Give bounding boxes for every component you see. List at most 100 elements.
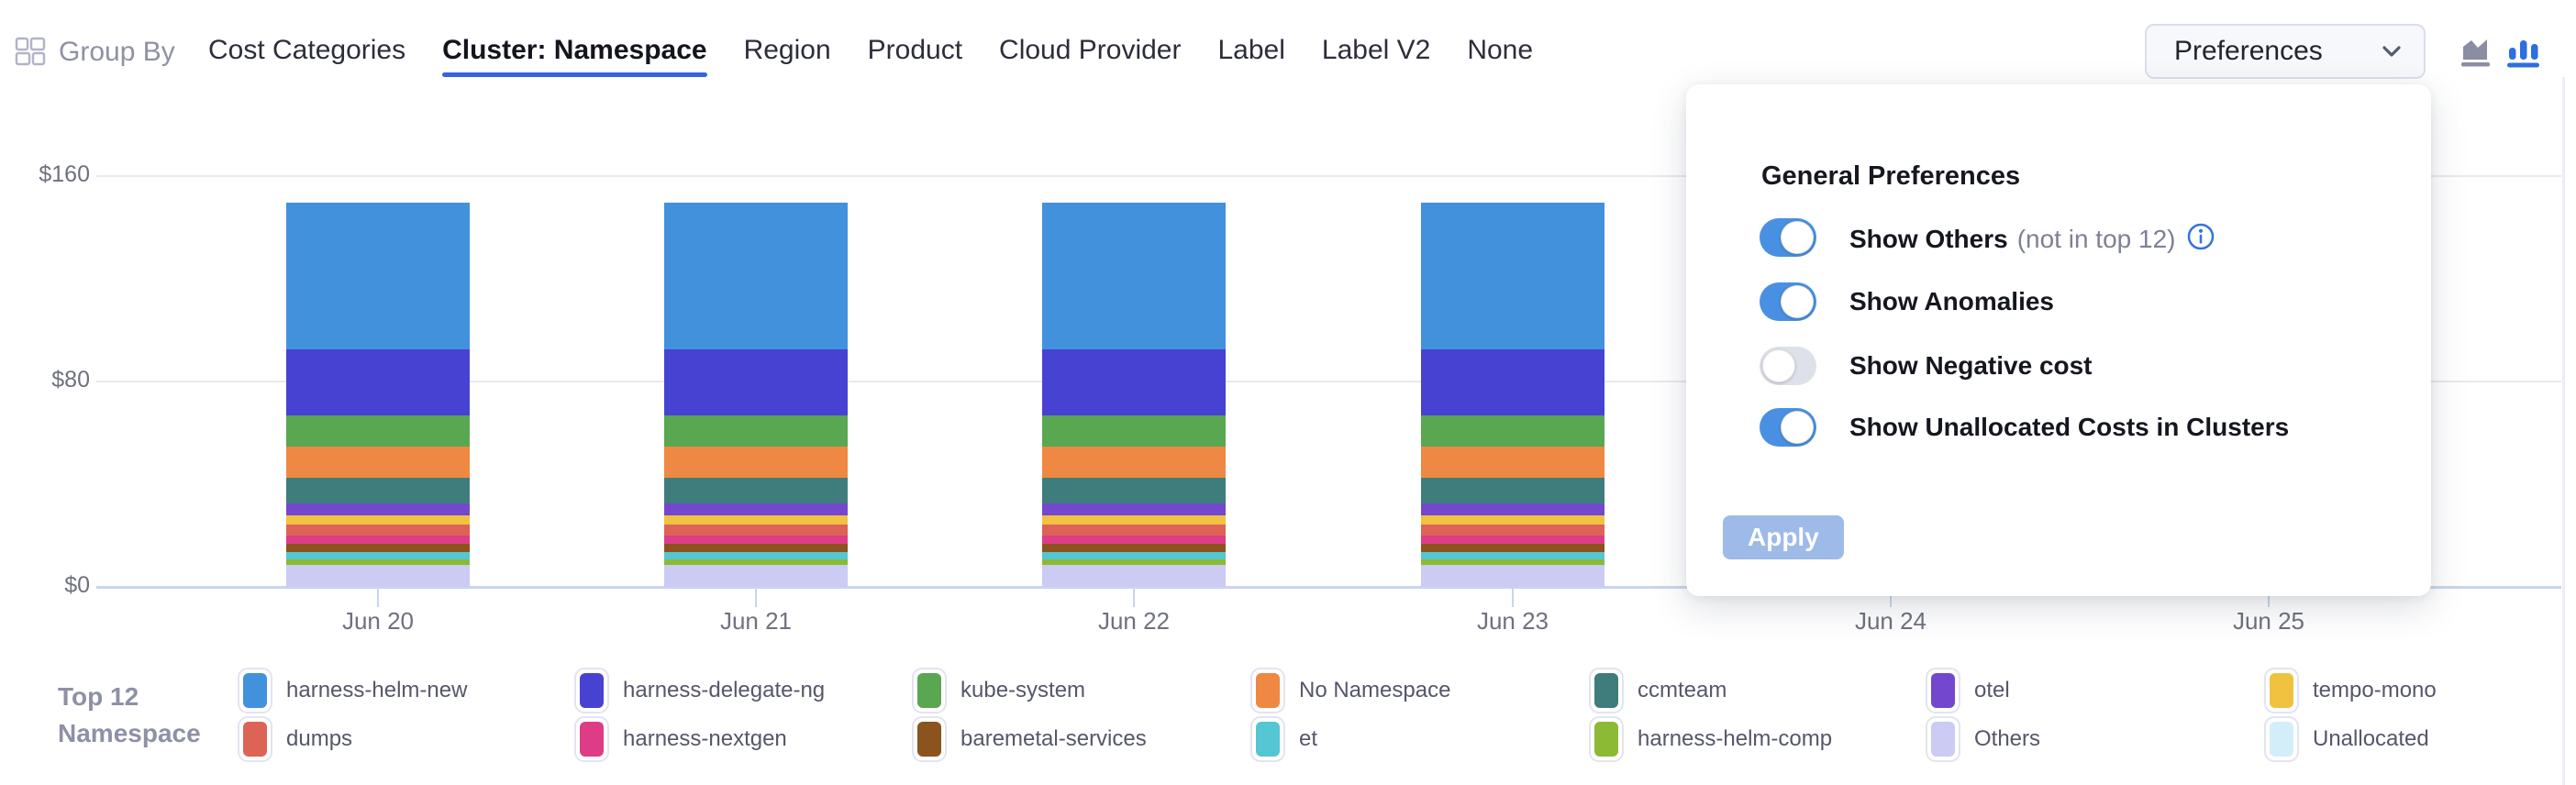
bar-segment-otel-jun-22[interactable] (1042, 503, 1226, 515)
bar-segment-no-namespace-jun-21[interactable] (664, 446, 848, 478)
toggle-show-unallocated-costs-in-clusters[interactable] (1760, 408, 1816, 447)
bar-segment-otel-jun-23[interactable] (1421, 503, 1604, 515)
bar-segment-baremetal-services-jun-22[interactable] (1042, 543, 1226, 552)
bar-segment-harness-delegate-ng-jun-22[interactable] (1042, 349, 1226, 415)
bar-segment-tempo-mono-jun-23[interactable] (1421, 514, 1604, 525)
toggle-show-anomalies[interactable] (1760, 282, 1816, 321)
bar-segment-harness-helm-comp-jun-20[interactable] (286, 559, 470, 565)
bar-segment-no-namespace-jun-23[interactable] (1421, 446, 1604, 478)
bar-segment-no-namespace-jun-22[interactable] (1042, 446, 1226, 478)
preferences-dropdown[interactable]: Preferences (2145, 24, 2426, 79)
bar-segment-harness-helm-new-jun-20[interactable] (286, 203, 470, 349)
legend-item-harness-delegate-ng[interactable]: harness-delegate-ng (574, 668, 825, 713)
legend-item-harness-helm-new[interactable]: harness-helm-new (238, 668, 467, 713)
legend-item-label: tempo-mono (2313, 678, 2437, 702)
bar-segment-harness-delegate-ng-jun-20[interactable] (286, 349, 470, 415)
bar-segment-no-namespace-jun-20[interactable] (286, 446, 470, 478)
x-tick (377, 587, 379, 607)
bar-segment-ccmteam-jun-22[interactable] (1042, 477, 1226, 503)
bar-segment-harness-helm-comp-jun-21[interactable] (664, 559, 848, 565)
legend-swatch (1589, 716, 1624, 762)
tab-cluster-namespace[interactable]: Cluster: Namespace (442, 35, 707, 77)
legend-item-et[interactable]: et (1250, 716, 1317, 762)
y-tick-label-0: $0 (64, 572, 90, 598)
tab-label: Cost Categories (208, 35, 406, 65)
tab-region[interactable]: Region (744, 35, 831, 77)
bar-segment-baremetal-services-jun-23[interactable] (1421, 543, 1604, 552)
tab-cost-categories[interactable]: Cost Categories (208, 35, 405, 77)
toggle-show-negative-cost[interactable] (1760, 347, 1816, 385)
bar-segment-harness-nextgen-jun-21[interactable] (664, 535, 848, 544)
area-chart-icon[interactable] (2460, 37, 2495, 70)
bar-segment-harness-delegate-ng-jun-23[interactable] (1421, 349, 1604, 415)
bar-chart-icon[interactable] (2506, 37, 2541, 70)
tab-label-v2[interactable]: Label V2 (1322, 35, 1430, 77)
bar-segment-harness-nextgen-jun-23[interactable] (1421, 535, 1604, 544)
legend-item-dumps[interactable]: dumps (238, 716, 352, 762)
bar-segment-others-jun-21[interactable] (664, 564, 848, 587)
preferences-dropdown-label: Preferences (2174, 36, 2323, 66)
preferences-panel: General Preferences Show Others (not in t… (1686, 84, 2431, 596)
legend-item-no-namespace[interactable]: No Namespace (1250, 668, 1450, 713)
legend-item-label: et (1299, 726, 1318, 751)
x-tick (1890, 587, 1892, 607)
bar-segment-harness-helm-comp-jun-23[interactable] (1421, 559, 1604, 565)
legend-item-otel[interactable]: otel (1926, 668, 2010, 713)
bar-segment-dumps-jun-23[interactable] (1421, 524, 1604, 536)
toggle-show-others[interactable] (1760, 218, 1816, 257)
legend-item-tempo-mono[interactable]: tempo-mono (2264, 668, 2437, 713)
legend-item-kube-system[interactable]: kube-system (912, 668, 1085, 713)
bar-segment-et-jun-21[interactable] (664, 551, 848, 560)
bar-segment-tempo-mono-jun-21[interactable] (664, 514, 848, 525)
preference-row-show-negative-cost: Show Negative cost (1760, 347, 2093, 385)
bar-segment-ccmteam-jun-21[interactable] (664, 477, 848, 503)
bar-segment-et-jun-23[interactable] (1421, 551, 1604, 560)
tab-none[interactable]: None (1467, 35, 1533, 77)
bar-segment-harness-helm-new-jun-21[interactable] (664, 203, 848, 349)
tab-label[interactable]: Label (1217, 35, 1284, 77)
bar-segment-harness-helm-new-jun-23[interactable] (1421, 203, 1604, 349)
tab-product[interactable]: Product (868, 35, 962, 77)
apply-button[interactable]: Apply (1723, 515, 1844, 559)
legend-item-others[interactable]: Others (1926, 716, 2040, 762)
bar-segment-otel-jun-20[interactable] (286, 503, 470, 515)
legend-item-harness-helm-comp[interactable]: harness-helm-comp (1589, 716, 1832, 762)
bar-segment-otel-jun-21[interactable] (664, 503, 848, 515)
bar-segment-et-jun-22[interactable] (1042, 551, 1226, 560)
bar-segment-harness-nextgen-jun-20[interactable] (286, 535, 470, 544)
tab-label: Region (743, 35, 831, 65)
legend-item-unallocated[interactable]: Unallocated (2264, 716, 2429, 762)
bar-segment-tempo-mono-jun-20[interactable] (286, 514, 470, 525)
bar-segment-dumps-jun-21[interactable] (664, 524, 848, 536)
bar-segment-ccmteam-jun-20[interactable] (286, 477, 470, 503)
legend-swatch (2264, 668, 2299, 713)
legend-item-ccmteam[interactable]: ccmteam (1589, 668, 1727, 713)
legend-item-harness-nextgen[interactable]: harness-nextgen (574, 716, 787, 762)
legend-item-baremetal-services[interactable]: baremetal-services (912, 716, 1147, 762)
bar-segment-et-jun-20[interactable] (286, 551, 470, 560)
bar-segment-others-jun-23[interactable] (1421, 564, 1604, 587)
bar-segment-baremetal-services-jun-21[interactable] (664, 543, 848, 552)
bar-segment-kube-system-jun-20[interactable] (286, 415, 470, 447)
bar-segment-kube-system-jun-22[interactable] (1042, 415, 1226, 447)
tab-cloud-provider[interactable]: Cloud Provider (999, 35, 1181, 77)
bar-segment-harness-helm-comp-jun-22[interactable] (1042, 559, 1226, 565)
bar-segment-ccmteam-jun-23[interactable] (1421, 477, 1604, 503)
bar-segment-harness-helm-new-jun-22[interactable] (1042, 203, 1226, 349)
bar-segment-others-jun-22[interactable] (1042, 564, 1226, 587)
info-icon[interactable] (2186, 222, 2215, 251)
bar-segment-harness-delegate-ng-jun-21[interactable] (664, 349, 848, 415)
legend-swatch-color (2270, 673, 2293, 708)
bar-segment-kube-system-jun-21[interactable] (664, 415, 848, 447)
bar-segment-dumps-jun-22[interactable] (1042, 524, 1226, 536)
bar-segment-dumps-jun-20[interactable] (286, 524, 470, 536)
bar-segment-harness-nextgen-jun-22[interactable] (1042, 535, 1226, 544)
legend-swatch (1926, 716, 1960, 762)
bar-segment-others-jun-20[interactable] (286, 564, 470, 587)
bar-segment-tempo-mono-jun-22[interactable] (1042, 514, 1226, 525)
y-tick-label-80: $80 (51, 367, 90, 392)
x-tick (2268, 587, 2270, 607)
bar-segment-kube-system-jun-23[interactable] (1421, 415, 1604, 447)
bar-segment-baremetal-services-jun-20[interactable] (286, 543, 470, 552)
gridline-80 (96, 381, 2561, 382)
